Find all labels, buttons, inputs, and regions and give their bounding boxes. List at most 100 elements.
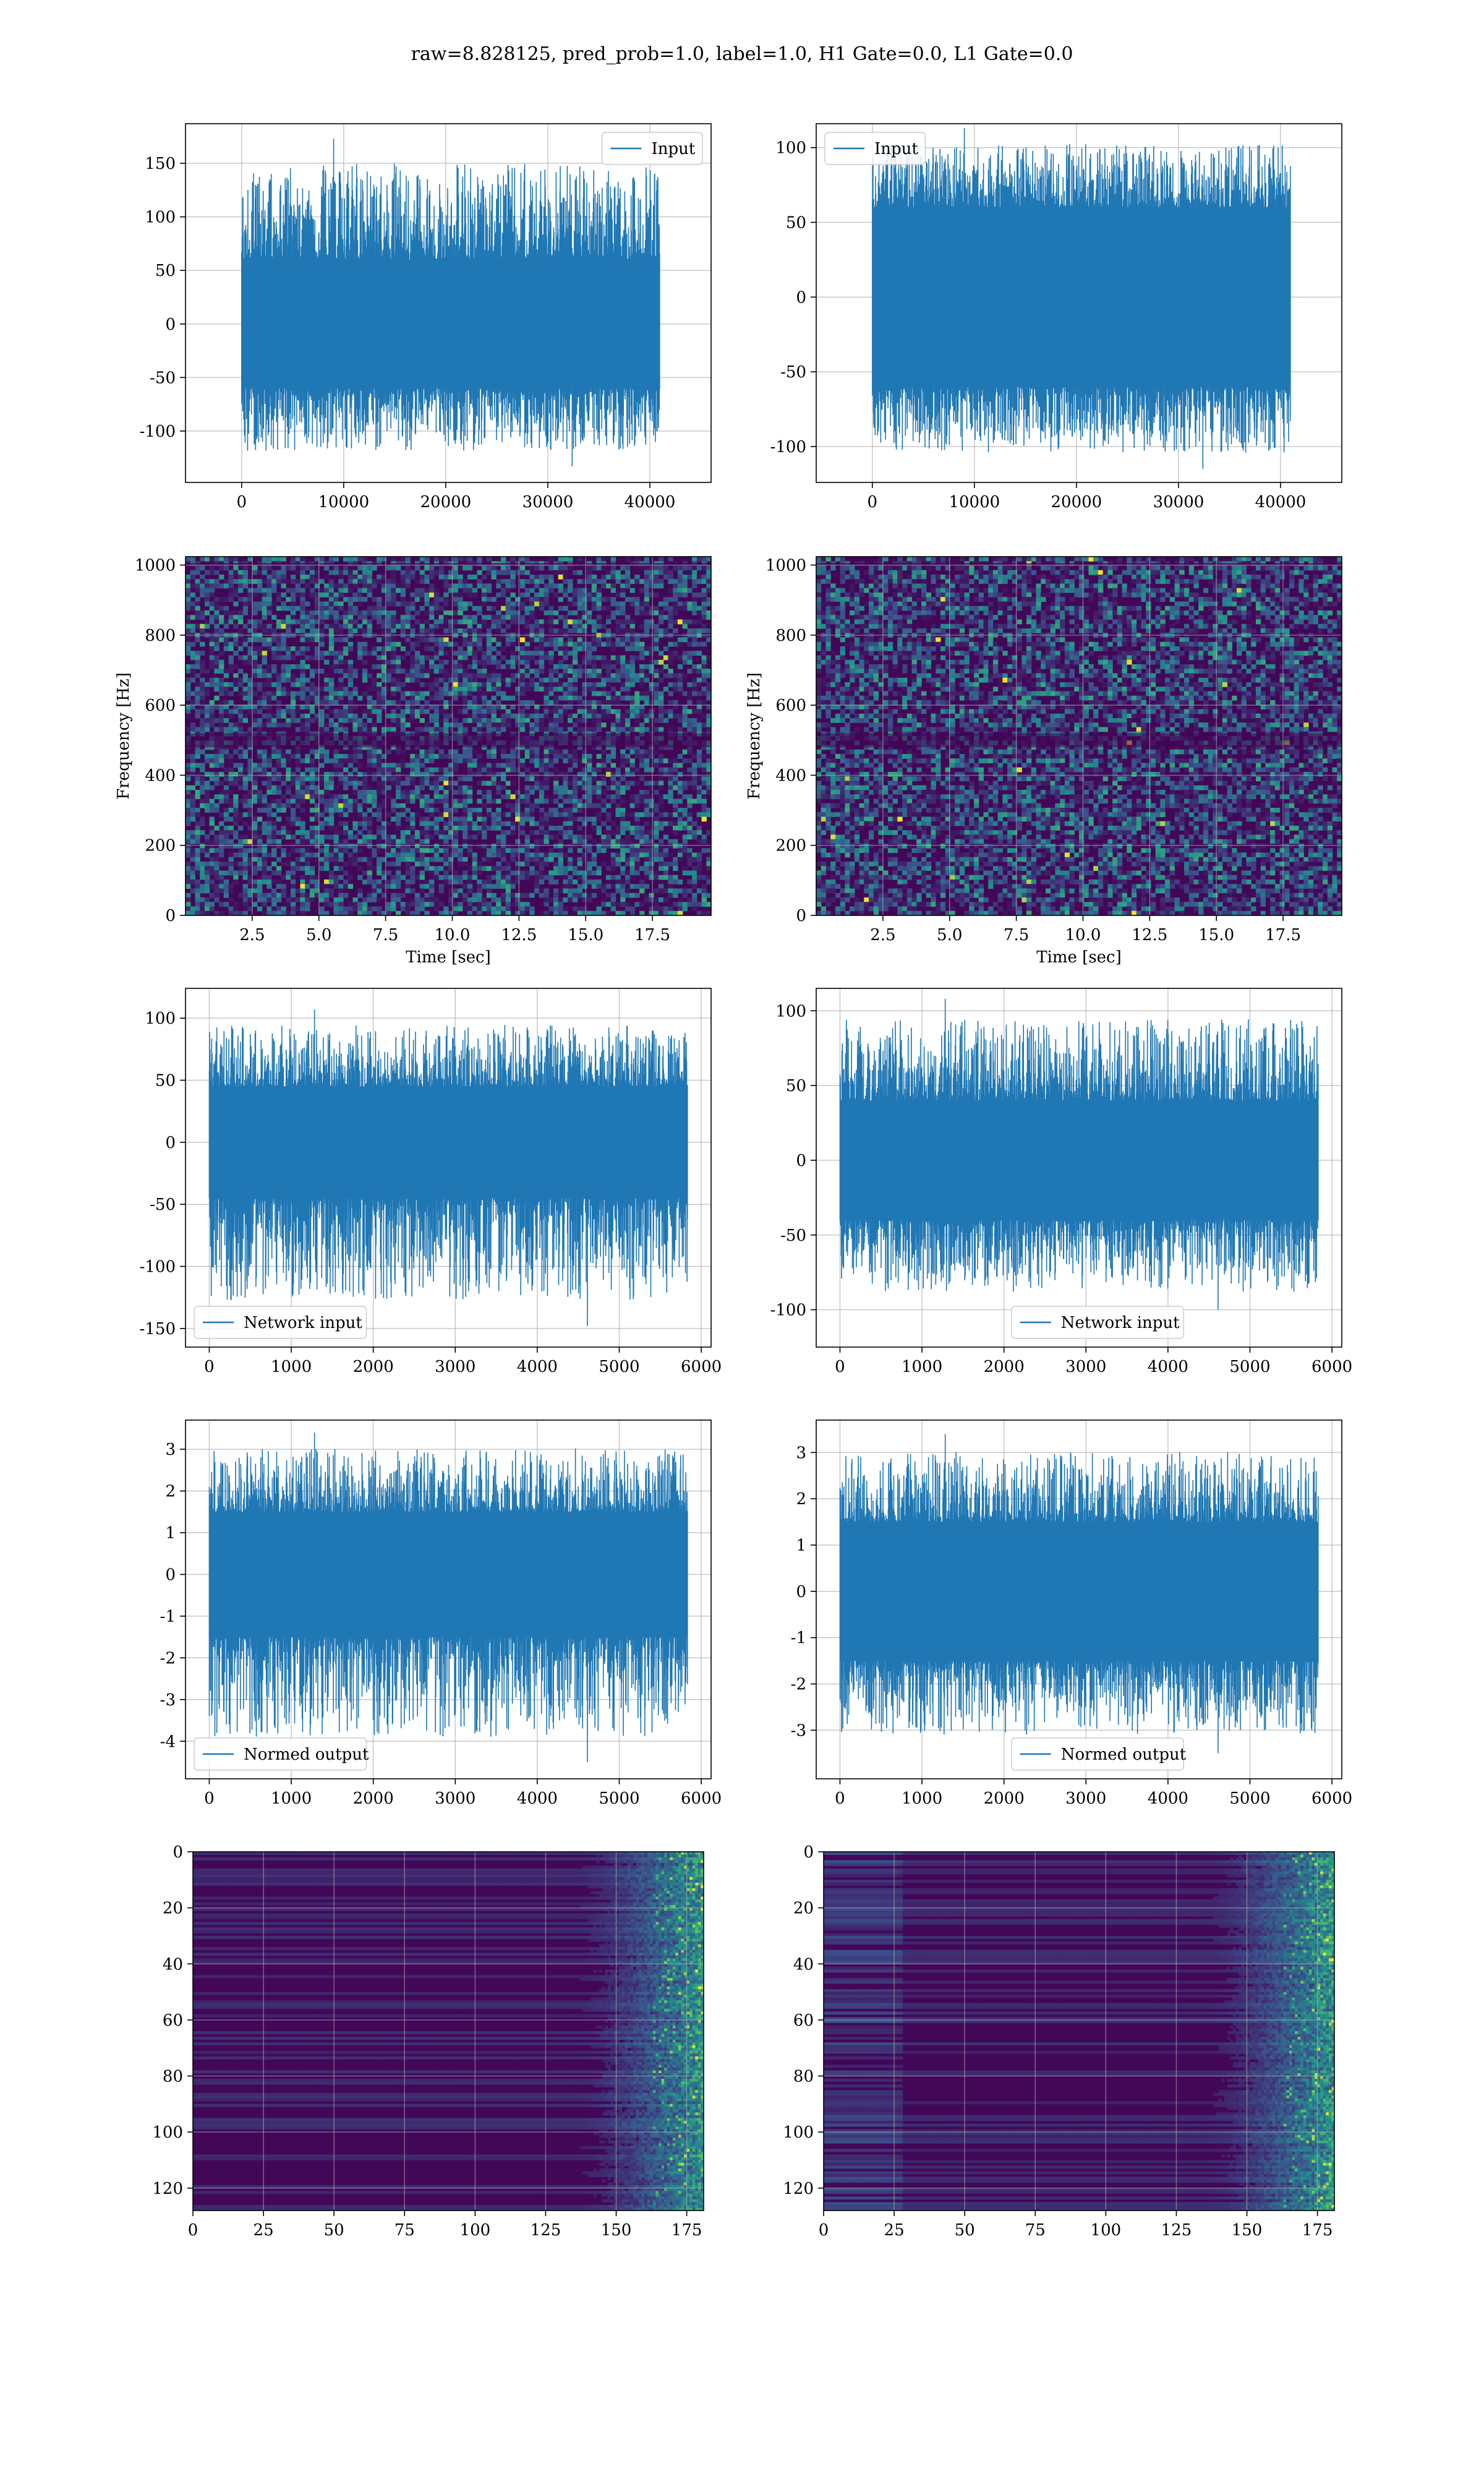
h1-spectrogram-ytick-label: 400 [145, 766, 176, 785]
l1-network-input-ytick-label: 0 [796, 1152, 806, 1170]
l1-network-input-xtick-label: 3000 [1065, 1358, 1106, 1376]
l1-spectrogram-panel: 2.5 5.0 7.5 10.0 12.5 15.0 17.5 0 200 400 600 800 10… [745, 556, 1342, 967]
h1-input-legend: Input [601, 132, 703, 165]
h1-normed-output-legend: Normed output [194, 1737, 369, 1771]
figure-suptitle: raw=8.828125, pred_prob=1.0, label=1.0, … [0, 43, 1484, 65]
h1-normed-output-ytick-label: -2 [160, 1649, 176, 1667]
h1-network-input-ytick-label: 0 [165, 1134, 176, 1152]
h1-feature-map-ytick-label: 20 [163, 1899, 183, 1918]
l1-network-input-axes-frame [816, 988, 1342, 1348]
h1-spectrogram-xtick-label: 17.5 [634, 926, 670, 944]
h1-input-xtick-label: 30000 [522, 493, 574, 511]
h1-spectrogram-ytick-label: 200 [145, 837, 176, 855]
l1-feature-map-xtick-label: 0 [819, 2221, 829, 2240]
l1-spectrogram-ytick-label: 600 [775, 696, 806, 715]
h1-spectrogram-ylabel: Frequency [Hz] [114, 672, 133, 800]
l1-network-input-xtick-label: 0 [835, 1358, 845, 1376]
l1-network-input-panel: 0 1000 2000 3000 4000 5000 6000 -100 -50 0 50 100 Ne… [770, 988, 1352, 1376]
l1-network-input-ytick-label: -100 [770, 1301, 806, 1320]
l1-spectrogram-xlabel: Time [sec] [1036, 948, 1122, 967]
h1-input-ytick-label: -50 [150, 369, 176, 387]
h1-network-input-ytick-label: 50 [155, 1072, 176, 1090]
h1-input-ytick-label: 100 [145, 208, 176, 227]
h1-feature-map-ytick-label: 100 [152, 2123, 183, 2142]
h1-spectrogram-xtick-label: 5.0 [306, 926, 331, 944]
h1-normed-output-ytick-label: 2 [165, 1483, 176, 1501]
l1-feature-map-ytick-label: 0 [803, 1843, 814, 1862]
l1-input-ytick-label: 100 [775, 139, 806, 158]
h1-normed-output-ytick-label: 3 [165, 1440, 176, 1459]
l1-normed-output-ytick-label: -1 [791, 1629, 806, 1648]
l1-normed-output-ytick-label: 3 [796, 1444, 806, 1462]
l1-normed-output-xtick-label: 1000 [902, 1789, 942, 1808]
h1-network-input-xtick-label: 0 [204, 1358, 215, 1376]
l1-input-xtick-label: 30000 [1153, 493, 1205, 511]
l1-feature-map-xtick-label: 150 [1232, 2221, 1263, 2240]
h1-normed-output-legend-label: Normed output [244, 1745, 369, 1764]
l1-feature-map-ytick-label: 60 [793, 2011, 814, 2030]
l1-input-ytick-label: 0 [796, 288, 806, 307]
l1-spectrogram-xtick-label: 17.5 [1265, 926, 1301, 944]
l1-feature-map-xtick-label: 125 [1161, 2221, 1192, 2240]
h1-spectrogram-xtick-label: 15.0 [568, 926, 603, 944]
h1-spectrogram-xtick-label: 2.5 [239, 926, 265, 944]
h1-spectrogram-xtick-label: 10.0 [435, 926, 471, 944]
l1-spectrogram-ytick-label: 200 [775, 837, 806, 855]
l1-input-ytick-label: -100 [770, 438, 806, 456]
h1-network-input-legend: Network input [194, 1306, 367, 1339]
h1-input-ytick-label: 150 [145, 155, 176, 173]
l1-feature-map-xtick-label: 75 [1025, 2221, 1046, 2240]
l1-network-input-series-core [840, 1105, 1318, 1215]
l1-feature-map-axes-frame [823, 1851, 1335, 2211]
l1-normed-output-xtick-label: 0 [835, 1789, 845, 1808]
h1-network-input-ytick-label: -150 [140, 1320, 176, 1338]
l1-input-series-core [872, 214, 1290, 380]
h1-normed-output-xtick-label: 1000 [271, 1789, 312, 1808]
l1-normed-output-panel: 0 1000 2000 3000 4000 5000 6000 -3 -2 -1 0 1 2 3 Norme… [791, 1419, 1352, 1808]
h1-feature-map-xtick-label: 25 [254, 2221, 274, 2240]
l1-input-xtick-label: 10000 [949, 493, 1000, 511]
h1-network-input-ytick-label: 100 [145, 1009, 176, 1028]
h1-input-xtick-label: 0 [237, 493, 247, 511]
h1-spectrogram-ytick-label: 0 [165, 907, 176, 925]
l1-feature-map-ytick-label: 120 [783, 2180, 814, 2198]
l1-spectrogram-xtick-label: 12.5 [1132, 926, 1167, 944]
l1-input-xtick-label: 20000 [1051, 493, 1102, 511]
l1-spectrogram-xtick-label: 10.0 [1065, 926, 1101, 944]
l1-network-input-xtick-label: 2000 [984, 1358, 1025, 1376]
l1-normed-output-xtick-label: 4000 [1148, 1789, 1188, 1808]
h1-spectrogram-axes-frame [185, 556, 712, 916]
l1-feature-map-ytick-label: 100 [783, 2123, 814, 2142]
l1-spectrogram-ytick-label: 0 [796, 907, 806, 925]
h1-normed-output-xtick-label: 2000 [353, 1789, 394, 1808]
h1-feature-map-xtick-label: 100 [460, 2221, 491, 2240]
l1-feature-map-ytick-label: 20 [793, 1899, 814, 1918]
h1-input-axes-frame [185, 123, 712, 483]
h1-normed-output-xtick-label: 0 [204, 1789, 215, 1808]
h1-feature-map-ytick-label: 80 [163, 2068, 183, 2086]
h1-spectrogram-panel: 2.5 5.0 7.5 10.0 12.5 15.0 17.5 0 200 400 600 800 10… [114, 556, 712, 967]
h1-spectrogram-image [186, 557, 711, 915]
l1-spectrogram-ytick-label: 800 [775, 627, 806, 645]
l1-network-input-ytick-label: 50 [786, 1077, 806, 1095]
h1-feature-map-xtick-label: 125 [531, 2221, 561, 2240]
h1-feature-map-ytick-label: 120 [152, 2180, 183, 2198]
l1-input-ytick-label: 50 [786, 214, 806, 233]
l1-spectrogram-axes-frame [816, 556, 1342, 916]
h1-network-input-legend-label: Network input [244, 1314, 362, 1332]
l1-network-input-xtick-label: 6000 [1311, 1358, 1352, 1376]
h1-spectrogram-xtick-label: 12.5 [501, 926, 537, 944]
h1-feature-map-xtick-label: 150 [601, 2221, 632, 2240]
l1-network-input-ytick-label: 100 [775, 1002, 806, 1021]
l1-feature-map-xtick-label: 25 [884, 2221, 905, 2240]
h1-network-input-xtick-label: 2000 [353, 1358, 394, 1376]
h1-input-xtick-label: 40000 [625, 493, 676, 511]
h1-normed-output-ytick-label: 0 [165, 1566, 176, 1585]
l1-normed-output-ytick-label: -3 [791, 1721, 806, 1740]
h1-feature-map-xtick-label: 50 [324, 2221, 344, 2240]
l1-network-input-ytick-label: -50 [780, 1226, 806, 1245]
h1-normed-output-xtick-label: 3000 [435, 1789, 475, 1808]
h1-feature-map-ytick-label: 0 [173, 1843, 183, 1862]
